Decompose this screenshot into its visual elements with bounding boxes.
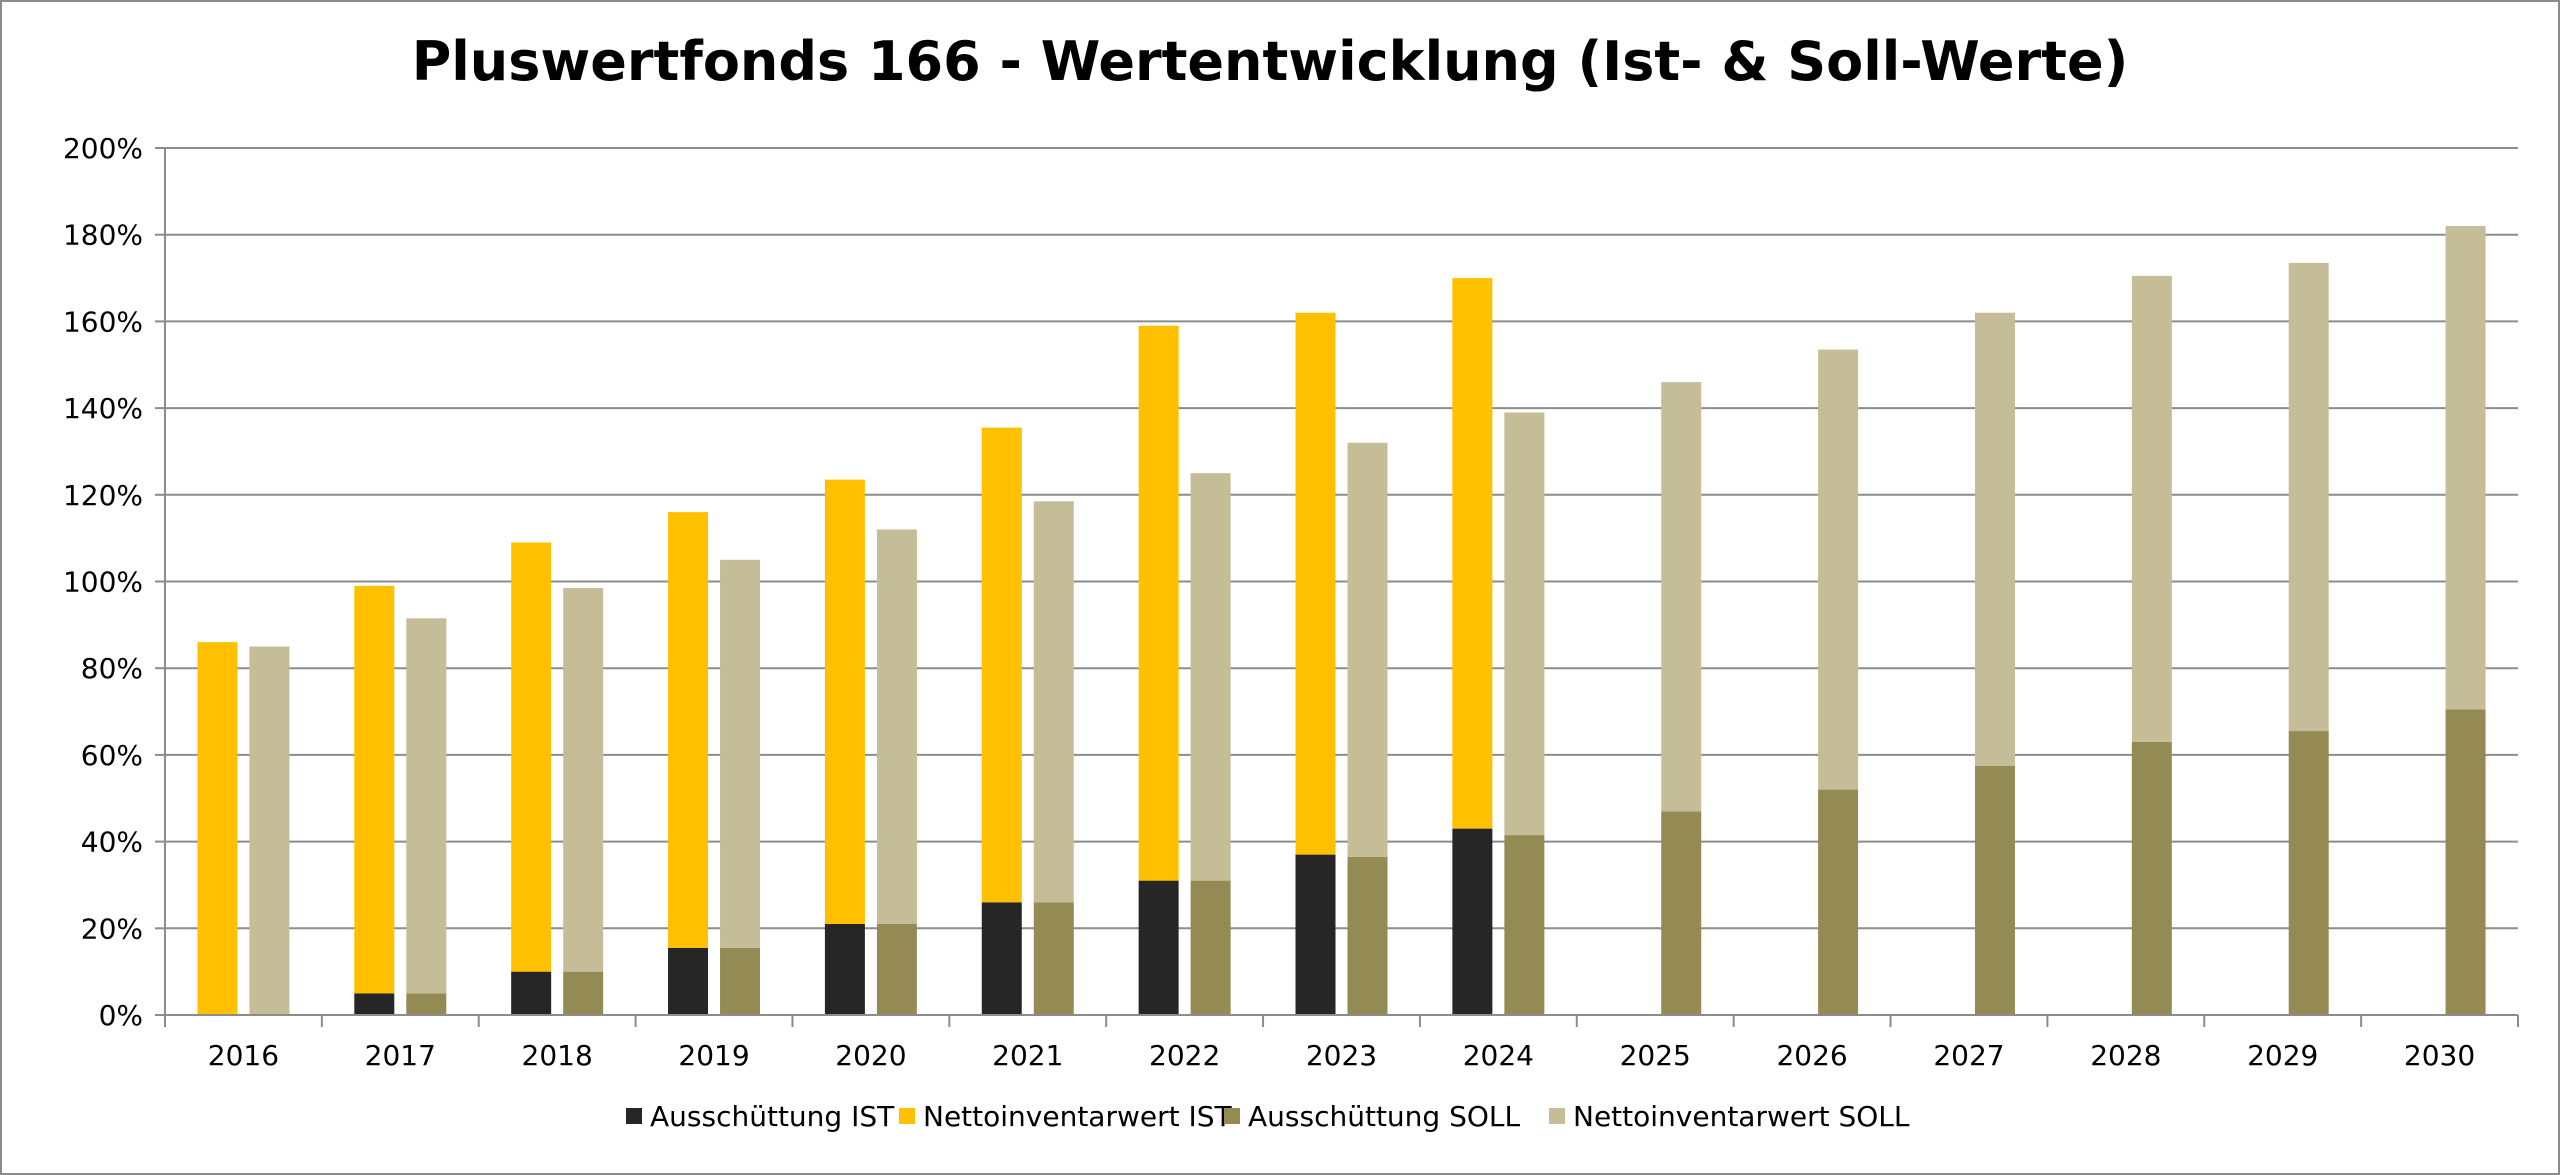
bar-aussch-ttung-soll-2019 <box>720 947 761 1015</box>
bar-nettoinventarwert-soll-2026 <box>1818 349 1859 790</box>
bar-aussch-ttung-soll-2024 <box>1504 835 1545 1015</box>
bar-nettoinventarwert-soll-2028 <box>2131 275 2172 742</box>
bar-aussch-ttung-soll-2030 <box>2445 709 2486 1015</box>
bar-aussch-ttung-ist-2017 <box>354 993 395 1015</box>
bar-aussch-ttung-soll-2022 <box>1190 880 1231 1015</box>
bar-nettoinventarwert-ist-2018 <box>511 542 552 972</box>
x-tick-label: 2016 <box>208 1039 279 1072</box>
bar-nettoinventarwert-soll-2017 <box>406 618 447 994</box>
x-tick-label: 2025 <box>1620 1039 1691 1072</box>
bar-aussch-ttung-ist-2022 <box>1138 880 1179 1015</box>
legend-label: Nettoinventarwert SOLL <box>1573 1100 1910 1133</box>
bar-nettoinventarwert-soll-2024 <box>1504 412 1545 836</box>
y-tick-label: 80% <box>81 652 143 685</box>
x-tick-label: 2030 <box>2404 1039 2475 1072</box>
y-tick-label: 120% <box>63 479 143 512</box>
legend-swatch <box>1549 1108 1565 1124</box>
y-tick-label: 140% <box>63 392 143 425</box>
legend-label: Nettoinventarwert IST <box>923 1100 1233 1133</box>
x-tick-label: 2024 <box>1463 1039 1534 1072</box>
bar-aussch-ttung-soll-2023 <box>1347 856 1388 1015</box>
bar-nettoinventarwert-ist-2022 <box>1138 325 1179 881</box>
bar-nettoinventarwert-ist-2017 <box>354 585 395 994</box>
bar-aussch-ttung-soll-2018 <box>563 971 604 1015</box>
bar-nettoinventarwert-soll-2016 <box>249 646 290 1015</box>
bar-nettoinventarwert-ist-2019 <box>668 512 709 948</box>
bar-aussch-ttung-soll-2029 <box>2288 731 2329 1015</box>
bar-nettoinventarwert-soll-2023 <box>1347 442 1388 857</box>
bar-aussch-ttung-soll-2017 <box>406 993 447 1015</box>
bar-nettoinventarwert-ist-2023 <box>1295 312 1336 855</box>
legend-swatch <box>899 1108 915 1124</box>
bar-nettoinventarwert-soll-2022 <box>1190 473 1231 881</box>
y-tick-label: 100% <box>63 566 143 599</box>
x-tick-label: 2026 <box>1776 1039 1847 1072</box>
bar-aussch-ttung-soll-2021 <box>1033 902 1074 1015</box>
bar-nettoinventarwert-soll-2020 <box>876 529 917 924</box>
bar-nettoinventarwert-ist-2020 <box>824 479 865 924</box>
x-tick-label: 2029 <box>2247 1039 2318 1072</box>
bar-aussch-ttung-ist-2019 <box>668 947 709 1015</box>
y-tick-label: 40% <box>81 826 143 859</box>
bar-aussch-ttung-soll-2026 <box>1818 789 1859 1015</box>
x-tick-label: 2027 <box>1933 1039 2004 1072</box>
bar-nettoinventarwert-soll-2030 <box>2445 226 2486 710</box>
bar-aussch-ttung-soll-2025 <box>1661 811 1702 1015</box>
y-tick-label: 0% <box>99 999 143 1032</box>
bar-nettoinventarwert-ist-2024 <box>1452 278 1493 829</box>
bar-nettoinventarwert-ist-2016 <box>197 642 238 1015</box>
y-tick-label: 200% <box>63 132 143 165</box>
legend: Ausschüttung IST Nettoinventarwert IST Aus… <box>626 1100 1910 1133</box>
bar-aussch-ttung-ist-2023 <box>1295 854 1336 1015</box>
bar-aussch-ttung-soll-2027 <box>1974 765 2015 1015</box>
bar-aussch-ttung-ist-2020 <box>824 923 865 1015</box>
bar-nettoinventarwert-soll-2019 <box>720 559 761 948</box>
bar-nettoinventarwert-soll-2018 <box>563 588 604 972</box>
axes <box>164 148 2518 1016</box>
legend-swatch <box>1224 1108 1240 1124</box>
bar-aussch-ttung-soll-2028 <box>2131 741 2172 1015</box>
bar-nettoinventarwert-soll-2029 <box>2288 262 2329 732</box>
x-tick-label: 2022 <box>1149 1039 1220 1072</box>
bars <box>197 226 2486 1015</box>
bar-aussch-ttung-ist-2021 <box>981 902 1022 1015</box>
y-tick-label: 60% <box>81 739 143 772</box>
bar-nettoinventarwert-soll-2021 <box>1033 501 1074 903</box>
legend-swatch <box>626 1108 642 1124</box>
chart-title: Pluswertfonds 166 - Wertentwicklung (Ist… <box>412 30 2129 93</box>
x-tick-label: 2020 <box>835 1039 906 1072</box>
bar-aussch-ttung-soll-2020 <box>876 923 917 1015</box>
bar-nettoinventarwert-ist-2021 <box>981 427 1022 903</box>
x-axis-ticks: 2016 2017 2018 2019 2020 2021 2022 2023 2024 2025… <box>164 1015 2519 1072</box>
x-tick-label: 2028 <box>2090 1039 2161 1072</box>
legend-label: Ausschüttung SOLL <box>1248 1100 1520 1133</box>
bar-aussch-ttung-ist-2024 <box>1452 828 1493 1015</box>
bar-nettoinventarwert-soll-2027 <box>1974 312 2015 766</box>
x-tick-label: 2021 <box>992 1039 1063 1072</box>
x-tick-label: 2019 <box>678 1039 749 1072</box>
x-tick-label: 2023 <box>1306 1039 1377 1072</box>
y-tick-label: 20% <box>81 912 143 945</box>
legend-label: Ausschüttung IST <box>650 1100 895 1133</box>
y-tick-label: 180% <box>63 219 143 252</box>
y-tick-label: 160% <box>63 305 143 338</box>
x-tick-label: 2018 <box>522 1039 593 1072</box>
bar-nettoinventarwert-soll-2025 <box>1661 382 1702 812</box>
x-tick-label: 2017 <box>365 1039 436 1072</box>
y-axis-ticks: 0% 20% 40% 60% 80% 100% 120% 140% 160% 180% 200% <box>63 132 165 1032</box>
bar-aussch-ttung-ist-2018 <box>511 971 552 1015</box>
